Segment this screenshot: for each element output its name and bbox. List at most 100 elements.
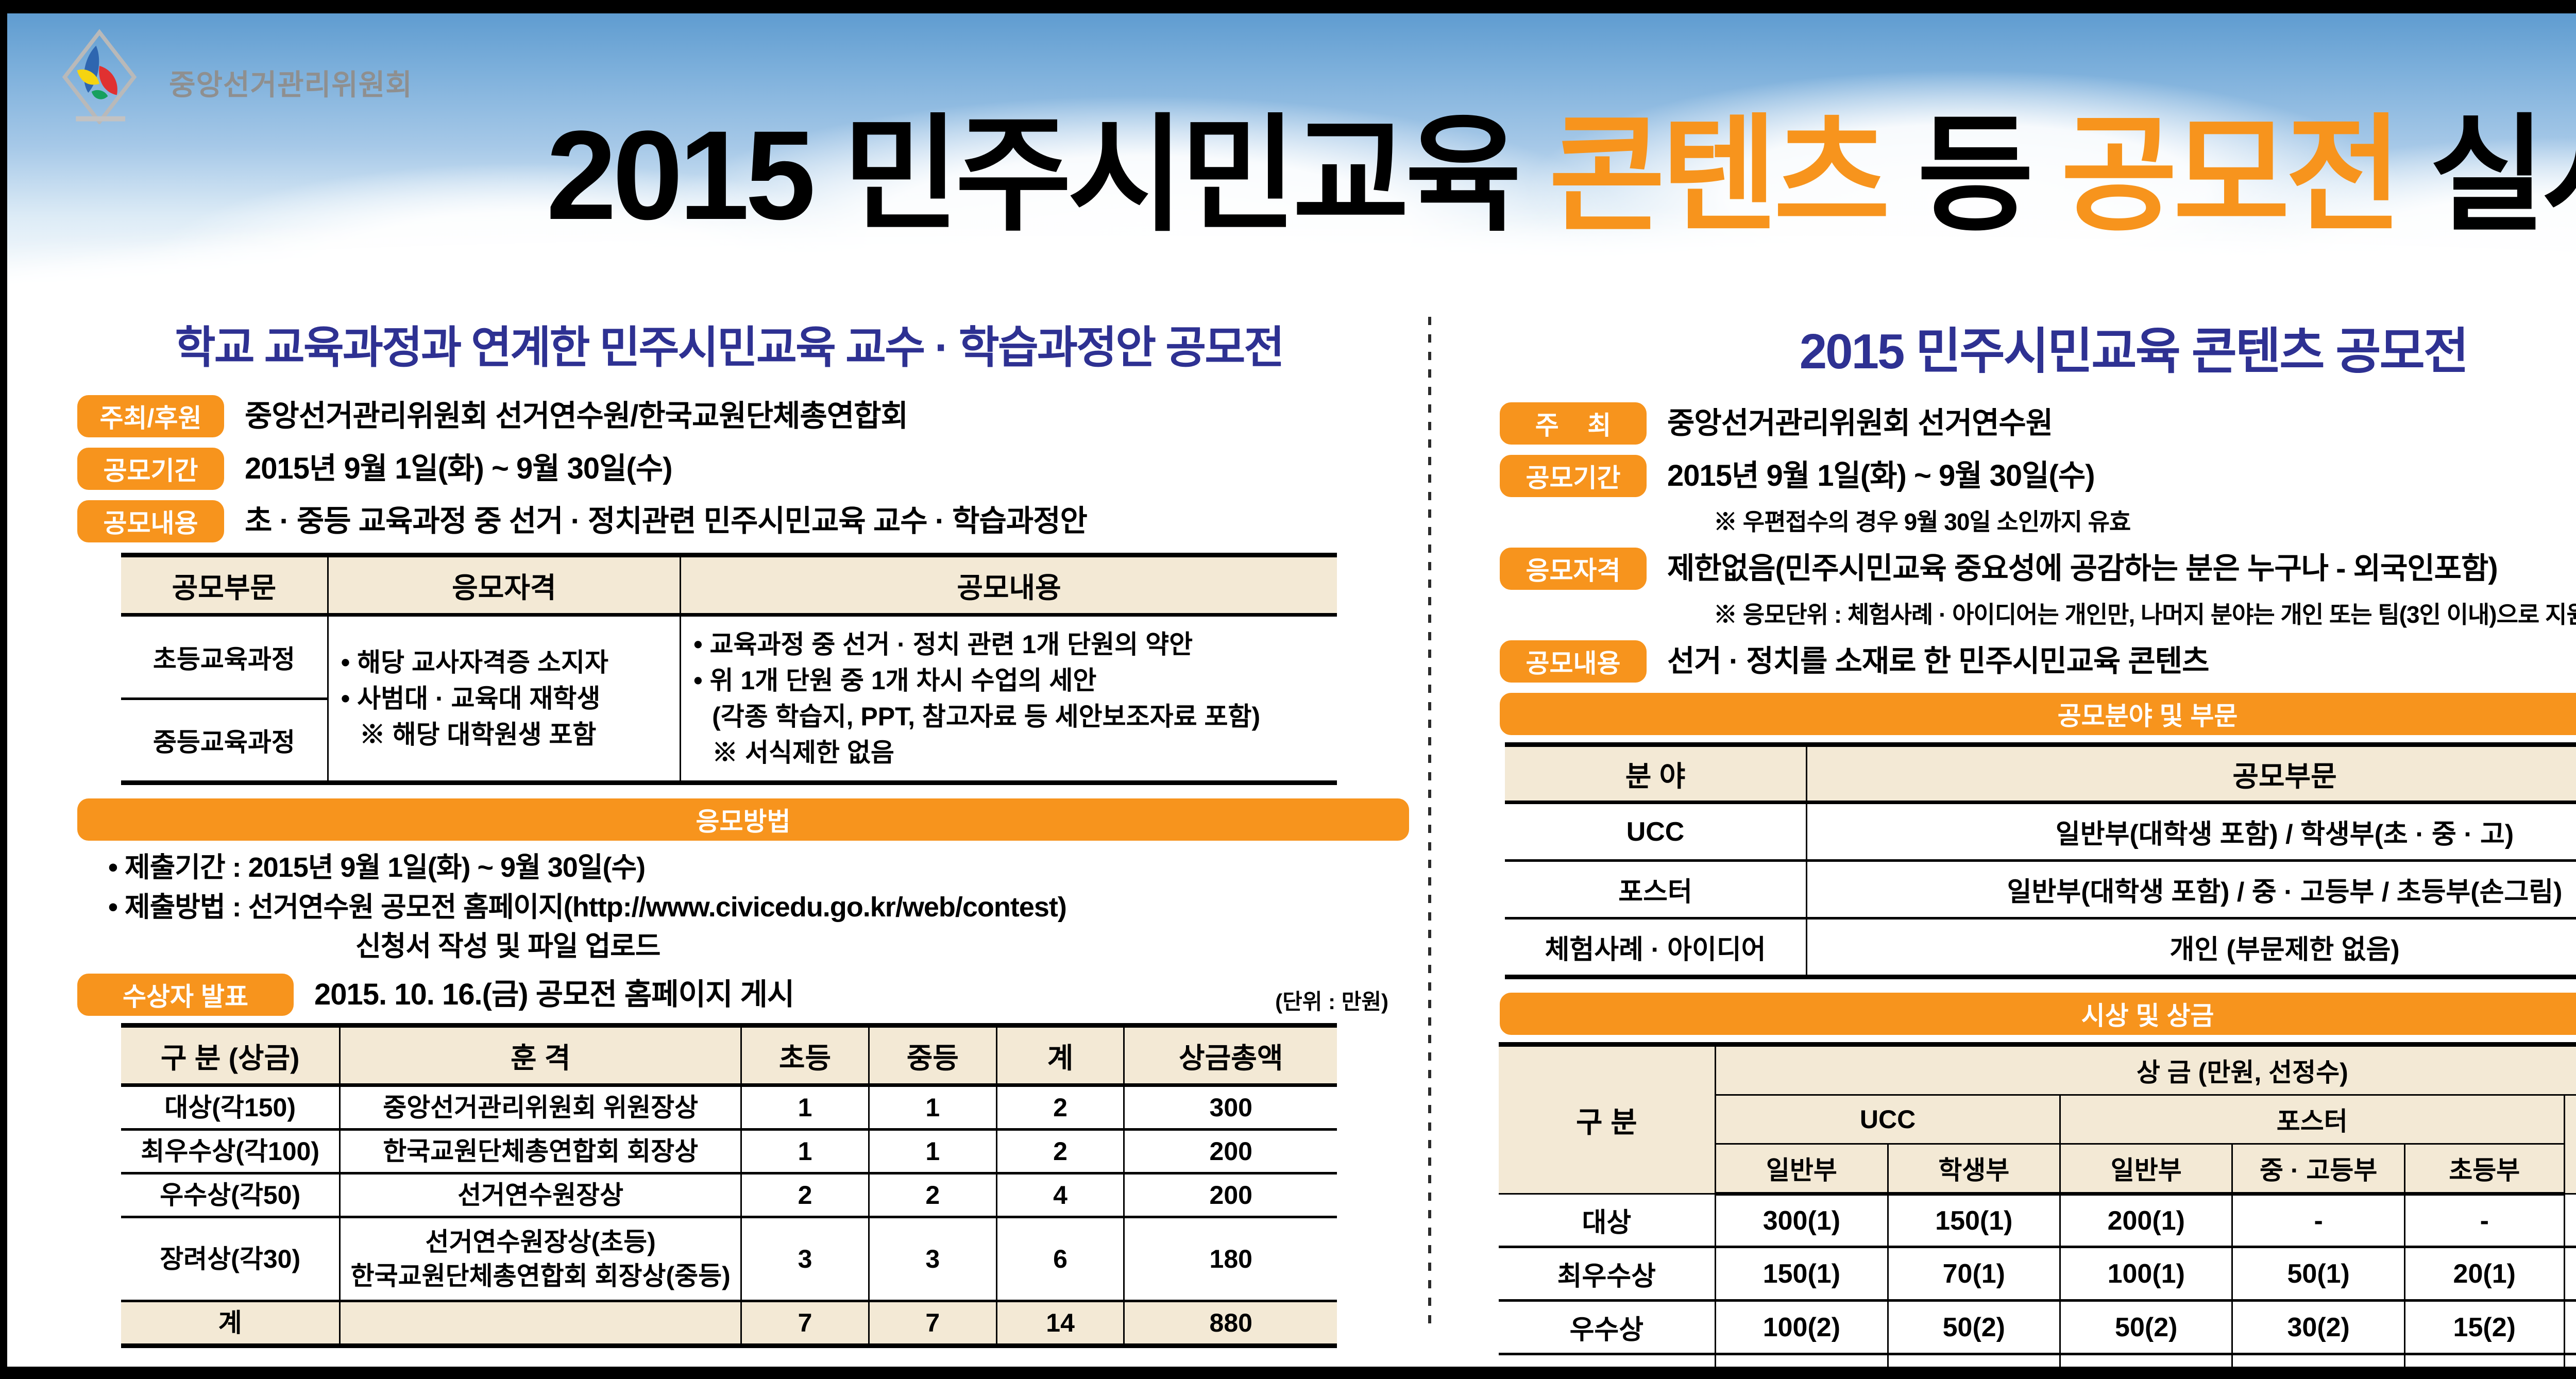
category-table: 공모부문 응모자격 공모내용 초등교육과정 • 해당 교사자격증 소지자 • 사…: [120, 556, 1338, 782]
column-header: 훈 격: [339, 1027, 742, 1087]
table-header-row: 공모부문 응모자격 공모내용: [120, 556, 1338, 617]
announce-text: 2015. 10. 16.(금) 공모전 홈페이지 게시: [314, 978, 794, 1012]
cell: 70(1): [1887, 1246, 2061, 1302]
title-part-orange: 콘텐츠: [1548, 105, 1890, 246]
left-awards-table: 구 분 (상금) 훈 격 초등 중등 계 상금총액 대상(각150) 중앙선거관…: [120, 1027, 1338, 1345]
column-header: 분 야: [1504, 746, 1808, 804]
cell: 20(1): [2403, 1246, 2565, 1302]
field-section-badge: 공모분야 및 부문: [1500, 693, 2576, 735]
table-header-row: UCC 포스터 체험사례 · 아이디어: [1499, 1094, 2576, 1195]
cell: 300: [1123, 1084, 1338, 1131]
period-note: ※ 우편접수의 경우 9월 30일 소인까지 유효: [1714, 508, 2131, 535]
cell: -: [2403, 1193, 2565, 1248]
content-row: 공모내용 선거 · 정치를 소재로 한 민주시민교육 콘텐츠: [1500, 640, 2576, 683]
experience-group-header: 체험사례 · 아이디어: [2563, 1094, 2576, 1195]
table-row: 대상 300(1) 150(1) 200(1) - - -: [1497, 1193, 2576, 1248]
method-bullets: • 제출기간 : 2015년 9월 1일(화) ~ 9월 30일(수) • 제출…: [108, 848, 1409, 966]
table-row: 최우수상(각100) 한국교원단체총연합회 회장상 1 1 2 200: [120, 1129, 1338, 1175]
announce-badge: 수상자 발표: [77, 974, 294, 1016]
column-header: 상금총액: [1123, 1027, 1338, 1087]
table-row: 초등교육과정 • 해당 교사자격증 소지자 • 사범대 · 교육대 재학생 ※ …: [120, 614, 1338, 781]
table-header-row: 구 분 상 금 (만원, 선정수): [1497, 1046, 2576, 1195]
nec-logo-block: 중앙선거관리위원회: [40, 29, 413, 127]
prize-group-header: 상 금 (만원, 선정수): [1715, 1046, 2576, 1096]
cell: 30(2): [2231, 1300, 2405, 1355]
ucc-group-header: UCC: [1715, 1094, 2061, 1145]
frame-top: [0, 0, 2576, 13]
prize-cell: 선거연수원장상(초등) 한국교원단체총연합회 회장상(중등): [339, 1216, 742, 1303]
content-text: 초 · 중등 교육과정 중 선거 · 정치관련 민주시민교육 교수 · 학습과정…: [245, 504, 1088, 538]
cell-line: • 교육과정 중 선거 · 정치 관련 1개 단원의 약안: [693, 630, 1193, 659]
division-cell: 일반부(대학생 포함) / 중 · 고등부 / 초등부(손그림): [1806, 860, 2576, 920]
cell: 20(3): [1887, 1353, 2061, 1379]
period-text: 2015년 9월 1일(화) ~ 9월 30일(수): [1667, 459, 2095, 492]
column-header: 초등부: [2403, 1143, 2565, 1196]
cell: 150(1): [1715, 1246, 1889, 1302]
field-table-wrap: 분 야 공모부문 UCC 일반부(대학생 포함) / 학생부(초 · 중 · 고…: [1504, 742, 2576, 979]
cell-line: • 해당 교사자격증 소지자: [341, 648, 608, 677]
method-badge: 응모방법: [77, 798, 1409, 841]
cell-line: ※ 해당 대학원생 포함: [359, 720, 597, 749]
cell: 880: [1123, 1300, 1338, 1345]
content-cell: • 교육과정 중 선거 · 정치 관련 1개 단원의 약안 • 위 1개 단원 …: [680, 614, 1338, 781]
cell-line: • 사범대 · 교육대 재학생: [341, 684, 601, 713]
field-cell: 포스터: [1504, 860, 1808, 920]
page-title: 2015 민주시민교육 콘텐츠 등 공모전 실시: [0, 109, 2576, 242]
table-header-row: 구 분 (상금) 훈 격 초등 중등 계 상금총액: [120, 1027, 1338, 1087]
row-label: 장려상: [1497, 1353, 1717, 1379]
cell: 2: [740, 1172, 870, 1219]
table-row: 장려상(각30) 선거연수원장상(초등) 한국교원단체총연합회 회장상(중등) …: [120, 1216, 1338, 1303]
cell: 3: [740, 1216, 870, 1303]
cell-line: 체험사례 ·: [2568, 1108, 2576, 1145]
poster-group-header: 포스터: [2059, 1094, 2565, 1145]
column-header: 초등: [740, 1027, 870, 1087]
qualification-row: 응모자격 제한없음(민주시민교육 중요성에 공감하는 분은 누구나 - 외국인포…: [1500, 548, 2576, 590]
cell: 7: [868, 1300, 997, 1345]
title-part-orange: 공모전: [2060, 105, 2402, 246]
cell: 300(1): [1715, 1193, 1889, 1248]
division-cell: 개인 (부문제한 없음): [1806, 917, 2576, 976]
table-row: 우수상 100(2) 50(2) 50(2) 30(2) 15(2) 50(3): [1497, 1300, 2576, 1355]
row-label: 중등교육과정: [120, 698, 329, 782]
cell-line: • 위 1개 단원 중 1개 차시 수업의 세안: [693, 666, 1097, 695]
cell: 80(1): [2563, 1246, 2576, 1302]
bullet-line: • 제출방법 : 선거연수원 공모전 홈페이지(http://www.civic…: [108, 891, 1067, 923]
right-awards-table-wrap: 구 분 상 금 (만원, 선정수) UCC 포스터 체험사례 · 아이디어 일반…: [1497, 1042, 2576, 1379]
column-header: 공모내용: [680, 556, 1338, 617]
host-row: 주 최 중앙선거관리위원회 선거연수원: [1500, 402, 2576, 445]
center-divider: [1428, 317, 1431, 1324]
table-header-row: 일반부 학생부 일반부 중 · 고등부 초등부: [1499, 1143, 2576, 1196]
row-label: 대상(각150): [120, 1084, 341, 1131]
nec-logo-text: 중앙선거관리위원회: [169, 69, 413, 101]
unit-note: (단위 : 만원): [1275, 990, 1388, 1014]
nec-emblem-icon: [40, 29, 159, 127]
right-contest-section: 2015 민주시민교육 콘텐츠 공모전 주 최 중앙선거관리위원회 선거연수원 …: [1471, 309, 2576, 1379]
row-label: 계: [120, 1300, 341, 1345]
frame-left: [0, 0, 7, 1379]
cell: 1: [868, 1084, 997, 1131]
content-text: 선거 · 정치를 소재로 한 민주시민교육 콘텐츠: [1667, 644, 2209, 678]
method-badge-row: 응모방법: [77, 798, 1409, 841]
cell: 15(2): [2403, 1300, 2565, 1355]
cell: 100(1): [2059, 1246, 2233, 1302]
cell: -: [2563, 1193, 2576, 1248]
column-header: 학생부: [1887, 1143, 2061, 1196]
column-header: 중 · 고등부: [2231, 1143, 2405, 1196]
table-row: 중등교육과정: [120, 698, 1337, 782]
cell: 50(2): [2059, 1300, 2233, 1355]
announce-row: 수상자 발표 2015. 10. 16.(금) 공모전 홈페이지 게시 (단위 …: [77, 974, 1409, 1016]
total-row: 계 7 7 14 880: [120, 1300, 1338, 1345]
prize-cell: 한국교원단체총연합회 회장상: [339, 1129, 742, 1175]
row-label: 최우수상: [1497, 1246, 1717, 1302]
cell: 2: [995, 1129, 1125, 1175]
awards-section-badge: 시상 및 상금: [1500, 993, 2576, 1035]
cell: 200: [1123, 1129, 1338, 1175]
cell: 200: [1123, 1172, 1338, 1219]
left-section-title: 학교 교육과정과 연계한 민주시민교육 교수 · 학습과정안 공모전: [175, 323, 1284, 372]
cell: 2: [995, 1084, 1125, 1131]
cell: 150(1): [1887, 1193, 2061, 1248]
sky-header-background: [7, 13, 2576, 294]
cell: 50(3): [1715, 1353, 1889, 1379]
qualification-badge: 응모자격: [1500, 548, 1647, 590]
qualification-cell: • 해당 교사자격증 소지자 • 사범대 · 교육대 재학생 ※ 해당 대학원생…: [327, 614, 682, 781]
